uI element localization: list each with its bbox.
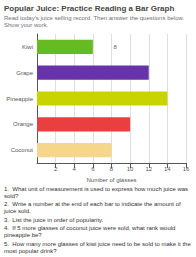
svg-text:3. List the juice in order of: 3. List the juice in order of popularity… bbox=[4, 217, 104, 223]
svg-text:Grape: Grape bbox=[16, 70, 33, 76]
svg-text:4: 4 bbox=[73, 166, 77, 172]
svg-text:Orange: Orange bbox=[13, 121, 34, 127]
svg-text:6: 6 bbox=[91, 166, 95, 172]
svg-text:2. Write a number at the end: 2. Write a number at the end of each bar… bbox=[4, 201, 181, 207]
svg-text:16: 16 bbox=[183, 166, 190, 172]
svg-text:Show your work.: Show your work. bbox=[4, 22, 49, 28]
svg-text:8: 8 bbox=[110, 166, 114, 172]
svg-text:14: 14 bbox=[164, 166, 171, 172]
svg-text:most popular drink?: most popular drink? bbox=[4, 248, 57, 254]
svg-text:4. If 5 more glasses of cocon: 4. If 5 more glasses of coconut juice we… bbox=[4, 225, 175, 231]
svg-text:1. What unit of measurement i: 1. What unit of measurement is used to e… bbox=[4, 186, 188, 192]
svg-text:Popular Juice: Practice Readin: Popular Juice: Practice Reading a Bar Gr… bbox=[4, 4, 174, 13]
svg-text:12: 12 bbox=[145, 166, 152, 172]
svg-text:8: 8 bbox=[114, 44, 118, 50]
svg-text:2: 2 bbox=[54, 166, 58, 172]
svg-text:pineapple be?: pineapple be? bbox=[4, 232, 42, 238]
svg-text:Number of glasses: Number of glasses bbox=[86, 177, 136, 183]
svg-text:Read today's juice selling rec: Read today's juice selling record. Then … bbox=[4, 15, 184, 21]
svg-text:5. How many more glasses of k: 5. How many more glasses of kiwi juice n… bbox=[4, 241, 191, 247]
svg-text:Coconut: Coconut bbox=[11, 147, 34, 153]
svg-text:Kiwi: Kiwi bbox=[22, 44, 33, 50]
svg-text:10: 10 bbox=[127, 166, 134, 172]
svg-text:Pineapple: Pineapple bbox=[6, 96, 33, 102]
svg-text:sold?: sold? bbox=[4, 193, 19, 199]
svg-text:juice sold.: juice sold. bbox=[3, 208, 31, 214]
